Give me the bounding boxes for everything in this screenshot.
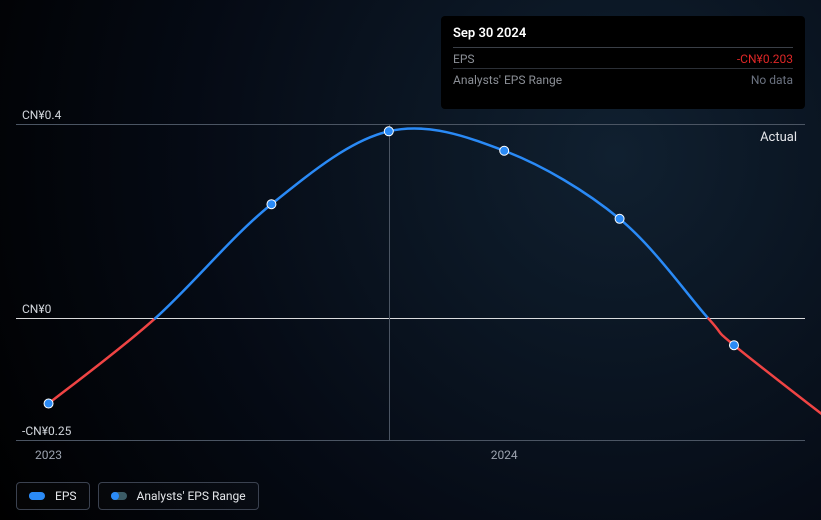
legend-dot-icon (29, 492, 37, 500)
eps-marker[interactable] (500, 146, 509, 155)
eps-marker[interactable] (267, 200, 276, 209)
legend-label: EPS (55, 489, 77, 503)
eps-line-segment (389, 128, 504, 150)
tooltip-label: EPS (453, 52, 475, 66)
gridline-bottom (16, 440, 805, 441)
eps-marker[interactable] (44, 399, 53, 408)
tooltip-row-eps: EPS -CN¥0.203 (453, 48, 793, 69)
eps-line-segment (271, 131, 388, 204)
plot-area: CN¥0.4 CN¥0 -CN¥0.25 Actual (16, 124, 805, 440)
legend-swatch-icon (111, 492, 127, 500)
eps-line-segment (708, 318, 734, 345)
eps-marker[interactable] (615, 214, 624, 223)
legend-item-analysts[interactable]: Analysts' EPS Range (98, 482, 259, 510)
x-tick-label: 2023 (35, 448, 62, 462)
legend-item-eps[interactable]: EPS (16, 482, 90, 510)
eps-marker[interactable] (729, 341, 738, 350)
tooltip-value: -CN¥0.203 (737, 52, 793, 66)
y-tick-label: CN¥0.4 (22, 108, 61, 122)
tooltip-title: Sep 30 2024 (453, 26, 793, 48)
eps-line-segment (620, 219, 709, 319)
tooltip-label: Analysts' EPS Range (453, 73, 562, 87)
series-svg (16, 124, 805, 440)
tooltip-value: No data (751, 73, 793, 87)
legend-swatch-icon (29, 492, 45, 500)
legend: EPS Analysts' EPS Range (16, 482, 259, 510)
legend-dot-icon (111, 492, 119, 500)
eps-marker[interactable] (384, 127, 393, 136)
eps-chart: Sep 30 2024 EPS -CN¥0.203 Analysts' EPS … (0, 0, 821, 520)
chart-tooltip: Sep 30 2024 EPS -CN¥0.203 Analysts' EPS … (441, 16, 805, 109)
eps-line-segment (504, 151, 619, 219)
eps-line-segment (49, 318, 156, 403)
tooltip-row-range: Analysts' EPS Range No data (453, 69, 793, 89)
x-tick-label: 2024 (491, 448, 518, 462)
eps-line-segment (734, 345, 821, 428)
eps-line-segment (155, 204, 271, 318)
legend-label: Analysts' EPS Range (137, 489, 246, 503)
